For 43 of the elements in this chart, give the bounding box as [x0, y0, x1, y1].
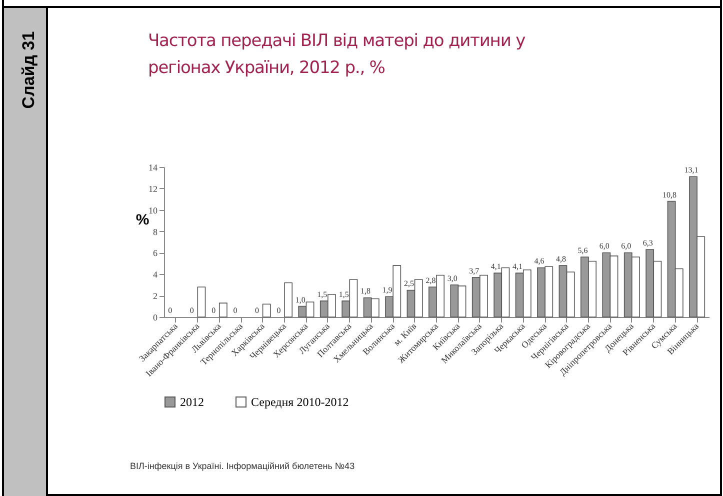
text: Слайд 31 — [19, 31, 39, 109]
data-label: 0 — [168, 306, 172, 315]
data-label: 4,8 — [556, 254, 566, 264]
y-tick-label: 2 — [153, 291, 158, 302]
bar — [284, 282, 293, 318]
data-label: 1,0 — [295, 295, 306, 304]
data-label: 2,8 — [426, 276, 436, 285]
y-tick-label: 4 — [153, 270, 158, 280]
data-label: 6,3 — [642, 238, 653, 248]
y-tick-label: 6 — [153, 248, 158, 258]
data-label: 5,6 — [578, 246, 588, 255]
data-label: 4,1 — [490, 262, 501, 272]
y-tick-label: 14 — [148, 162, 158, 172]
data-label: 1,8 — [360, 286, 371, 296]
data-label: 4,6 — [534, 256, 544, 266]
chart-title: Частота передачі ВІЛ від матері до дитини у регіонах України, 2012 р., % — [148, 30, 526, 80]
data-label: 3,0 — [447, 274, 458, 283]
legend-label: Середня 2010-2012 — [251, 395, 349, 409]
y-tick-label: 0 — [153, 312, 158, 322]
data-label: 2,5 — [404, 279, 414, 288]
data-label: 0 — [276, 306, 281, 315]
data-label: 3,7 — [469, 266, 480, 276]
y-tick-label: 10 — [148, 205, 158, 216]
data-label: 13,1 — [684, 166, 698, 175]
data-label: 1,9 — [382, 286, 392, 295]
legend-label: 2012 — [180, 395, 204, 409]
bar — [262, 304, 271, 318]
data-label: 0 — [233, 306, 238, 315]
y-tick-label: 12 — [148, 184, 158, 194]
text: ВІЛ-інфекція в Україні. Інформаційний бюлетень №43 — [130, 461, 355, 471]
bar — [197, 286, 206, 318]
data-label: 1,5 — [338, 290, 349, 299]
data-label: 4,1 — [512, 262, 523, 272]
y-tick-label: 8 — [153, 226, 158, 237]
data-label: 6,0 — [621, 242, 632, 251]
data-label: 6,0 — [599, 242, 610, 251]
data-label: 0 — [212, 306, 216, 315]
y-axis-title: % — [136, 212, 150, 228]
bar — [218, 302, 228, 318]
data-label: 0 — [254, 306, 259, 315]
data-label: 10,8 — [662, 190, 677, 200]
data-label: 0 — [190, 306, 194, 315]
data-label: 1,5 — [317, 290, 328, 299]
